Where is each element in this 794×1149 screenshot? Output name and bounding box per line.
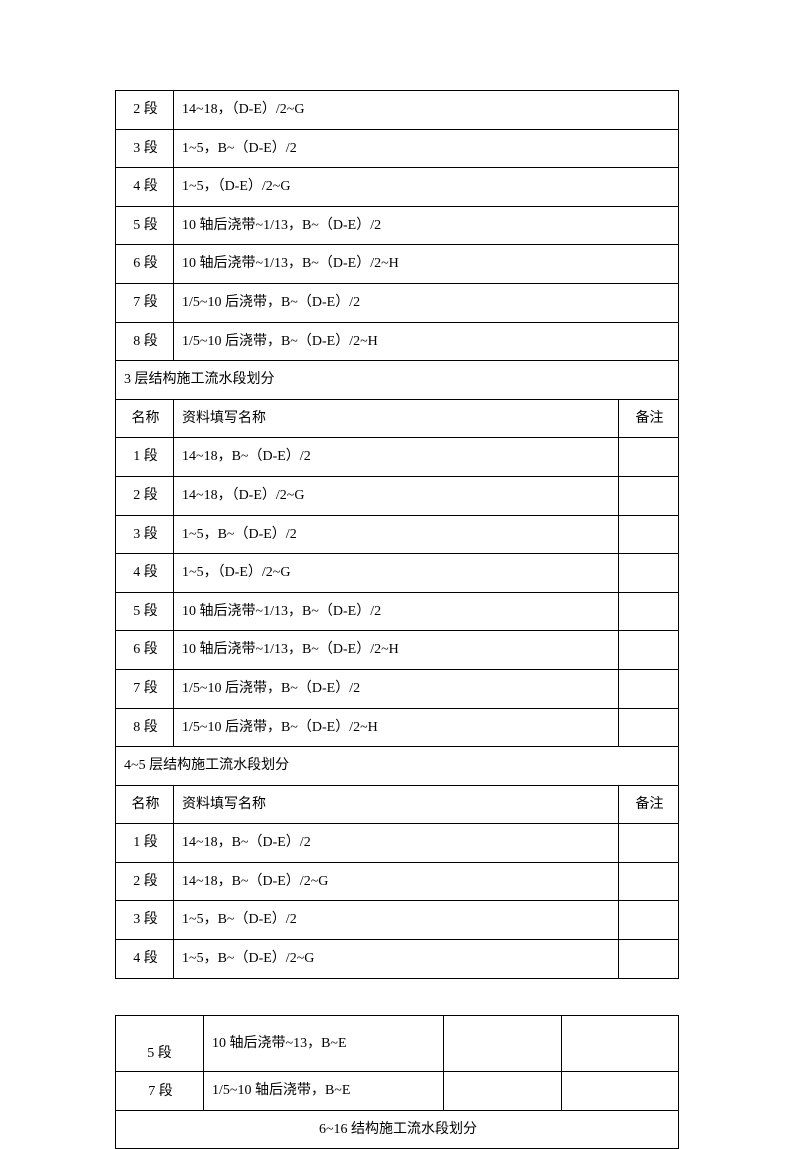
segment-label: 1 段 xyxy=(116,824,174,863)
segment-desc: 10 轴后浇带~1/13，B~（D-E）/2~H xyxy=(174,245,679,284)
segment-desc: 1~5，（D-E）/2~G xyxy=(174,168,679,207)
cell-empty xyxy=(444,1072,562,1111)
cell-empty xyxy=(444,1015,562,1072)
table-row: 4 段 1~5，（D-E）/2~G xyxy=(116,554,679,593)
segment-label: 4 段 xyxy=(116,554,174,593)
segment-note xyxy=(618,631,678,670)
segment-desc: 10 轴后浇带~1/13，B~（D-E）/2 xyxy=(174,206,679,245)
segment-label: 6 段 xyxy=(116,631,174,670)
segment-desc: 10 轴后浇带~1/13，B~（D-E）/2~H xyxy=(174,631,619,670)
table-header-row: 名称 资料填写名称 备注 xyxy=(116,785,679,824)
segment-note xyxy=(618,592,678,631)
segment-desc: 1/5~10 后浇带，B~（D-E）/2~H xyxy=(174,708,619,747)
cell-empty xyxy=(561,1015,679,1072)
segment-desc: 14~18，B~（D-E）/2~G xyxy=(174,862,619,901)
segment-label: 1 段 xyxy=(116,438,174,477)
table-row: 8 段 1/5~10 后浇带，B~（D-E）/2~H xyxy=(116,708,679,747)
segment-label: 4 段 xyxy=(116,168,174,207)
construction-section-table-2: 5 段 10 轴后浇带~13，B~E 7 段 1/5~10 轴后浇带，B~E 6… xyxy=(115,1015,679,1149)
table-row: 2 段 14~18，B~（D-E）/2~G xyxy=(116,862,679,901)
segment-note xyxy=(618,708,678,747)
col-header-note: 备注 xyxy=(618,399,678,438)
table-row: 3 段 1~5，B~（D-E）/2 xyxy=(116,901,679,940)
segment-note xyxy=(618,438,678,477)
section-footer-title: 6~16 结构施工流水段划分 xyxy=(116,1110,679,1149)
table-row: 4 段 1~5，B~（D-E）/2~G xyxy=(116,940,679,979)
segment-label: 2 段 xyxy=(116,476,174,515)
segment-label: 6 段 xyxy=(116,245,174,284)
segment-note xyxy=(618,824,678,863)
table-row: 5 段 10 轴后浇带~13，B~E xyxy=(116,1015,679,1072)
segment-desc: 14~18，B~（D-E）/2 xyxy=(174,438,619,477)
cell-empty xyxy=(561,1072,679,1111)
segment-label: 5 段 xyxy=(116,206,174,245)
segment-note xyxy=(618,476,678,515)
table-row: 1 段 14~18，B~（D-E）/2 xyxy=(116,438,679,477)
section-header-45: 4~5 层结构施工流水段划分 xyxy=(116,747,679,786)
segment-note xyxy=(618,940,678,979)
segment-desc: 1~5，B~（D-E）/2 xyxy=(174,515,619,554)
segment-label: 8 段 xyxy=(116,322,174,361)
segment-label: 7 段 xyxy=(116,669,174,708)
table-row: 7 段 1/5~10 后浇带，B~（D-E）/2 xyxy=(116,669,679,708)
segment-desc: 14~18，B~（D-E）/2 xyxy=(174,824,619,863)
table-row: 5 段 10 轴后浇带~1/13，B~（D-E）/2 xyxy=(116,206,679,245)
segment-desc: 10 轴后浇带~1/13，B~（D-E）/2 xyxy=(174,592,619,631)
section-header-3: 3 层结构施工流水段划分 xyxy=(116,361,679,400)
segment-label: 5 段 xyxy=(116,1015,204,1072)
segment-desc: 1/5~10 轴后浇带，B~E xyxy=(204,1072,444,1111)
segment-desc: 14~18，（D-E）/2~G xyxy=(174,476,619,515)
table-footer-row: 6~16 结构施工流水段划分 xyxy=(116,1110,679,1149)
segment-label: 5 段 xyxy=(116,592,174,631)
segment-desc: 14~18，（D-E）/2~G xyxy=(174,91,679,130)
segment-note xyxy=(618,901,678,940)
segment-desc: 1/5~10 后浇带，B~（D-E）/2 xyxy=(174,669,619,708)
segment-desc: 10 轴后浇带~13，B~E xyxy=(204,1015,444,1072)
segment-note xyxy=(618,862,678,901)
segment-desc: 1~5，B~（D-E）/2 xyxy=(174,901,619,940)
segment-note xyxy=(618,554,678,593)
table-row: 6 段 10 轴后浇带~1/13，B~（D-E）/2~H xyxy=(116,245,679,284)
section-title: 4~5 层结构施工流水段划分 xyxy=(116,747,679,786)
table-row: 4 段 1~5，（D-E）/2~G xyxy=(116,168,679,207)
col-header-desc: 资料填写名称 xyxy=(174,785,619,824)
table-row: 7 段 1/5~10 轴后浇带，B~E xyxy=(116,1072,679,1111)
segment-label: 3 段 xyxy=(116,515,174,554)
section-title: 3 层结构施工流水段划分 xyxy=(116,361,679,400)
segment-label: 2 段 xyxy=(116,862,174,901)
col-header-note: 备注 xyxy=(618,785,678,824)
col-header-desc: 资料填写名称 xyxy=(174,399,619,438)
construction-section-table-1: 2 段 14~18，（D-E）/2~G 3 段 1~5，B~（D-E）/2 4 … xyxy=(115,90,679,979)
segment-label: 2 段 xyxy=(116,91,174,130)
table-row: 5 段 10 轴后浇带~1/13，B~（D-E）/2 xyxy=(116,592,679,631)
table-row: 6 段 10 轴后浇带~1/13，B~（D-E）/2~H xyxy=(116,631,679,670)
table-row: 1 段 14~18，B~（D-E）/2 xyxy=(116,824,679,863)
segment-label: 7 段 xyxy=(116,1072,204,1111)
table-row: 7 段 1/5~10 后浇带，B~（D-E）/2 xyxy=(116,283,679,322)
table-gap xyxy=(115,979,679,1015)
segment-label: 3 段 xyxy=(116,129,174,168)
segment-label: 4 段 xyxy=(116,940,174,979)
table-row: 3 段 1~5，B~（D-E）/2 xyxy=(116,129,679,168)
table-row: 8 段 1/5~10 后浇带，B~（D-E）/2~H xyxy=(116,322,679,361)
segment-desc: 1~5，（D-E）/2~G xyxy=(174,554,619,593)
segment-note xyxy=(618,669,678,708)
segment-desc: 1/5~10 后浇带，B~（D-E）/2 xyxy=(174,283,679,322)
segment-note xyxy=(618,515,678,554)
segment-label: 8 段 xyxy=(116,708,174,747)
col-header-name: 名称 xyxy=(116,399,174,438)
col-header-name: 名称 xyxy=(116,785,174,824)
segment-label: 3 段 xyxy=(116,901,174,940)
segment-desc: 1/5~10 后浇带，B~（D-E）/2~H xyxy=(174,322,679,361)
segment-desc: 1~5，B~（D-E）/2 xyxy=(174,129,679,168)
table-row: 2 段 14~18，（D-E）/2~G xyxy=(116,91,679,130)
table-row: 3 段 1~5，B~（D-E）/2 xyxy=(116,515,679,554)
segment-desc: 1~5，B~（D-E）/2~G xyxy=(174,940,619,979)
table-row: 2 段 14~18，（D-E）/2~G xyxy=(116,476,679,515)
table-header-row: 名称 资料填写名称 备注 xyxy=(116,399,679,438)
segment-label: 7 段 xyxy=(116,283,174,322)
